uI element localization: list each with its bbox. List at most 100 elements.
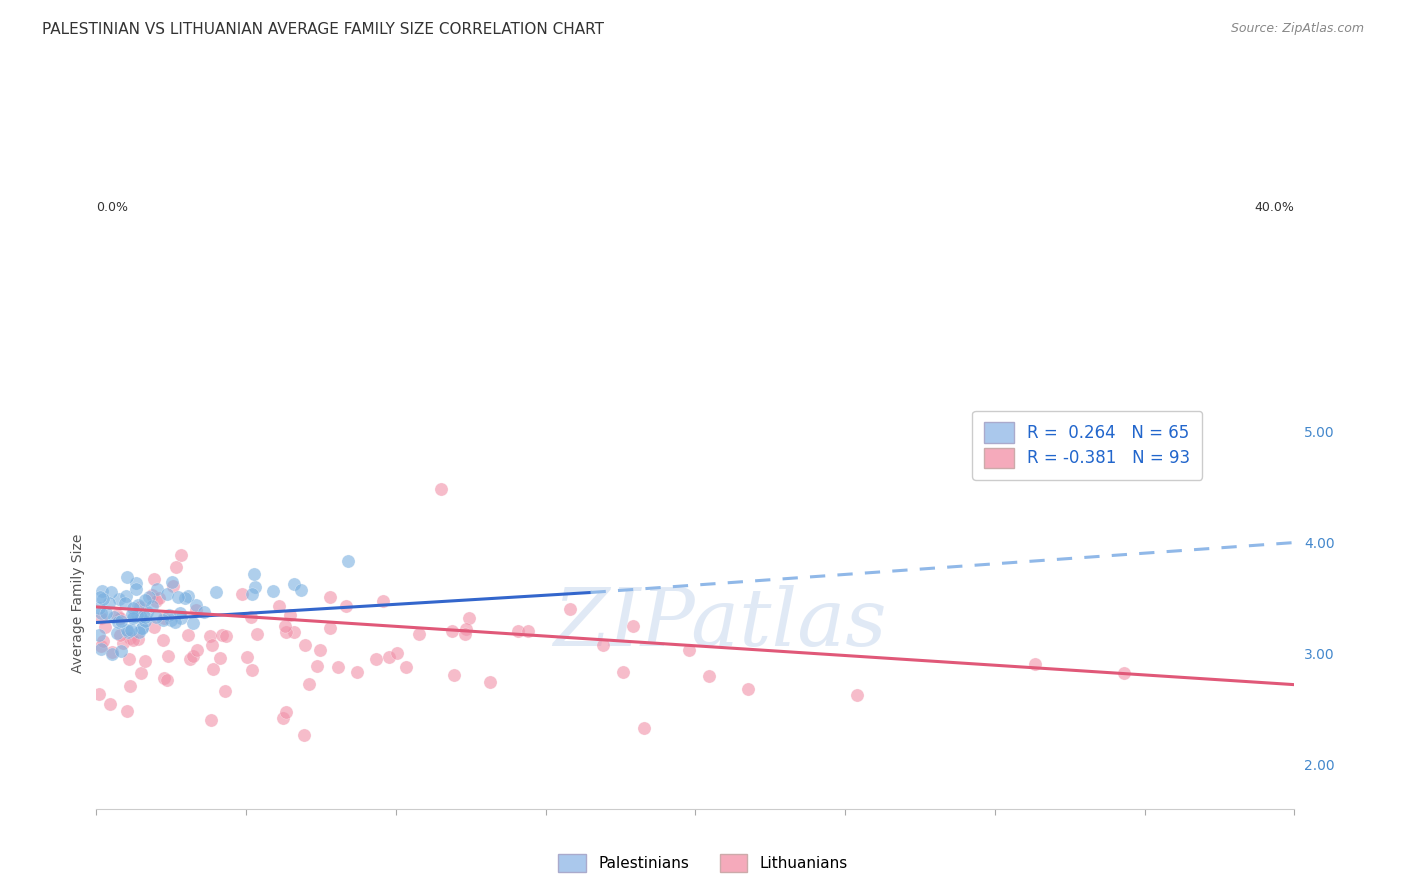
Point — [141, 588, 163, 602]
Point — [120, 623, 142, 637]
Point — [846, 688, 869, 702]
Point — [127, 632, 149, 647]
Point — [290, 583, 312, 598]
Point — [179, 652, 201, 666]
Point — [110, 644, 132, 658]
Point — [124, 608, 146, 623]
Point — [243, 566, 266, 581]
Point — [89, 590, 111, 604]
Point — [91, 633, 114, 648]
Point — [125, 582, 148, 596]
Point — [107, 615, 129, 629]
Point — [621, 619, 644, 633]
Point — [211, 627, 233, 641]
Point — [165, 559, 187, 574]
Point — [201, 638, 224, 652]
Point — [294, 638, 316, 652]
Legend: R =  0.264   N = 65, R = -0.381   N = 93: R = 0.264 N = 65, R = -0.381 N = 93 — [973, 410, 1202, 480]
Point — [129, 665, 152, 680]
Point — [98, 697, 121, 711]
Point — [129, 610, 152, 624]
Point — [385, 646, 408, 660]
Point — [101, 647, 124, 661]
Point — [202, 662, 225, 676]
Point — [262, 583, 284, 598]
Point — [153, 611, 176, 625]
Point — [115, 704, 138, 718]
Point — [145, 594, 167, 608]
Point — [105, 625, 128, 640]
Point — [335, 599, 357, 613]
Point — [141, 599, 163, 614]
Point — [177, 590, 200, 604]
Point — [328, 660, 350, 674]
Point — [215, 629, 238, 643]
Point — [283, 577, 305, 591]
Point — [267, 599, 290, 614]
Text: ZIPatlas: ZIPatlas — [553, 585, 886, 663]
Point — [134, 614, 156, 628]
Point — [134, 654, 156, 668]
Point — [193, 605, 215, 619]
Point — [371, 594, 394, 608]
Point — [169, 606, 191, 620]
Point — [98, 596, 121, 610]
Point — [152, 613, 174, 627]
Point — [292, 728, 315, 742]
Point — [283, 625, 305, 640]
Point — [198, 629, 221, 643]
Point — [309, 643, 332, 657]
Point — [558, 601, 581, 615]
Point — [181, 615, 204, 630]
Point — [148, 591, 170, 606]
Point — [125, 575, 148, 590]
Point — [156, 587, 179, 601]
Point — [678, 643, 700, 657]
Point — [108, 628, 131, 642]
Point — [89, 628, 111, 642]
Point — [184, 602, 207, 616]
Point — [146, 582, 169, 596]
Point — [163, 615, 186, 629]
Point — [156, 673, 179, 687]
Point — [430, 482, 453, 496]
Point — [170, 548, 193, 562]
Text: 0.0%: 0.0% — [97, 201, 128, 214]
Point — [131, 621, 153, 635]
Point — [184, 598, 207, 612]
Point — [205, 585, 228, 599]
Point — [156, 649, 179, 664]
Point — [94, 620, 117, 634]
Point — [94, 607, 117, 621]
Point — [208, 651, 231, 665]
Point — [160, 575, 183, 590]
Point — [231, 587, 253, 601]
Point — [89, 600, 111, 615]
Text: PALESTINIAN VS LITHUANIAN AVERAGE FAMILY SIZE CORRELATION CHART: PALESTINIAN VS LITHUANIAN AVERAGE FAMILY… — [42, 22, 605, 37]
Point — [633, 721, 655, 735]
Point — [273, 711, 295, 725]
Point — [112, 636, 135, 650]
Point — [157, 608, 180, 623]
Point — [278, 607, 301, 622]
Point — [336, 554, 359, 568]
Point — [166, 590, 188, 604]
Point — [239, 610, 262, 624]
Point — [276, 625, 298, 640]
Point — [181, 649, 204, 664]
Point — [128, 625, 150, 640]
Point — [134, 592, 156, 607]
Point — [240, 663, 263, 677]
Point — [134, 610, 156, 624]
Legend: Palestinians, Lithuanians: Palestinians, Lithuanians — [551, 846, 855, 880]
Point — [305, 659, 328, 673]
Point — [100, 585, 122, 599]
Point — [125, 607, 148, 622]
Point — [699, 669, 721, 683]
Point — [319, 590, 342, 604]
Point — [122, 633, 145, 648]
Point — [143, 572, 166, 586]
Point — [105, 608, 128, 623]
Point — [115, 589, 138, 603]
Point — [170, 611, 193, 625]
